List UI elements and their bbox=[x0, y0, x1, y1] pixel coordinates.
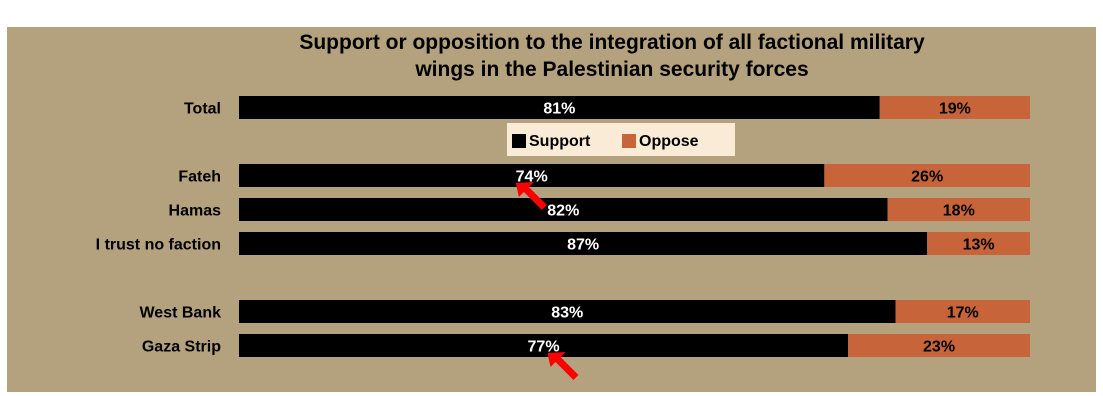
data-label-oppose-i-trust-no-faction: 13% bbox=[963, 237, 995, 254]
data-label-support-west-bank: 83% bbox=[551, 305, 583, 322]
bar-oppose-gaza-strip bbox=[848, 334, 1030, 357]
bar-support-hamas bbox=[239, 198, 888, 221]
category-label-i-trust-no-faction: I trust no faction bbox=[96, 237, 221, 254]
annotation-arrows bbox=[515, 182, 579, 380]
data-label-oppose-gaza-strip: 23% bbox=[923, 339, 955, 356]
bar-support-fateh bbox=[239, 164, 825, 187]
data-label-support-i-trust-no-faction: 87% bbox=[567, 237, 599, 254]
bar-support-i-trust-no-faction bbox=[239, 232, 928, 255]
legend-box bbox=[507, 123, 735, 156]
chart-panel: Support or opposition to the integration… bbox=[7, 27, 1096, 392]
data-label-oppose-west-bank: 17% bbox=[947, 305, 979, 322]
legend-swatch-oppose bbox=[622, 134, 636, 148]
chart-title: Support or opposition to the integration… bbox=[299, 31, 925, 81]
data-label-support-gaza-strip: 77% bbox=[528, 339, 560, 356]
category-label-fateh: Fateh bbox=[178, 169, 221, 186]
data-label-support-total: 81% bbox=[543, 101, 575, 118]
bar-oppose-i-trust-no-faction bbox=[927, 232, 1030, 255]
data-label-support-hamas: 82% bbox=[547, 203, 579, 220]
category-label-west-bank: West Bank bbox=[139, 305, 221, 322]
data-label-oppose-total: 19% bbox=[939, 101, 971, 118]
data-label-oppose-hamas: 18% bbox=[943, 203, 975, 220]
bar-oppose-total bbox=[879, 96, 1030, 119]
legend-label-oppose: Oppose bbox=[639, 133, 699, 150]
chart-title-line-2: wings in the Palestinian security forces bbox=[414, 58, 808, 81]
category-label-hamas: Hamas bbox=[169, 203, 222, 220]
category-label-total: Total bbox=[184, 101, 221, 118]
category-label-gaza-strip: Gaza Strip bbox=[142, 339, 221, 356]
chart-title-line-1: Support or opposition to the integration… bbox=[299, 31, 925, 54]
bar-oppose-hamas bbox=[887, 198, 1030, 221]
legend: Support Oppose bbox=[507, 123, 735, 156]
legend-swatch-support bbox=[512, 134, 526, 148]
data-label-oppose-fateh: 26% bbox=[911, 169, 943, 186]
bars: Total 81% 19% Fateh 74% 26% Hamas 82% 18% I trust… bbox=[96, 96, 1030, 357]
bar-oppose-fateh bbox=[824, 164, 1030, 187]
annotation-arrow-1 bbox=[515, 182, 547, 210]
bar-support-gaza-strip bbox=[239, 334, 849, 357]
bar-support-total bbox=[239, 96, 880, 119]
legend-label-support: Support bbox=[529, 133, 591, 150]
chart: Support or opposition to the integration… bbox=[96, 31, 1030, 380]
annotation-arrow-2 bbox=[547, 352, 579, 380]
data-label-support-fateh: 74% bbox=[516, 169, 548, 186]
bar-oppose-west-bank bbox=[895, 300, 1030, 323]
bar-support-west-bank bbox=[239, 300, 896, 323]
